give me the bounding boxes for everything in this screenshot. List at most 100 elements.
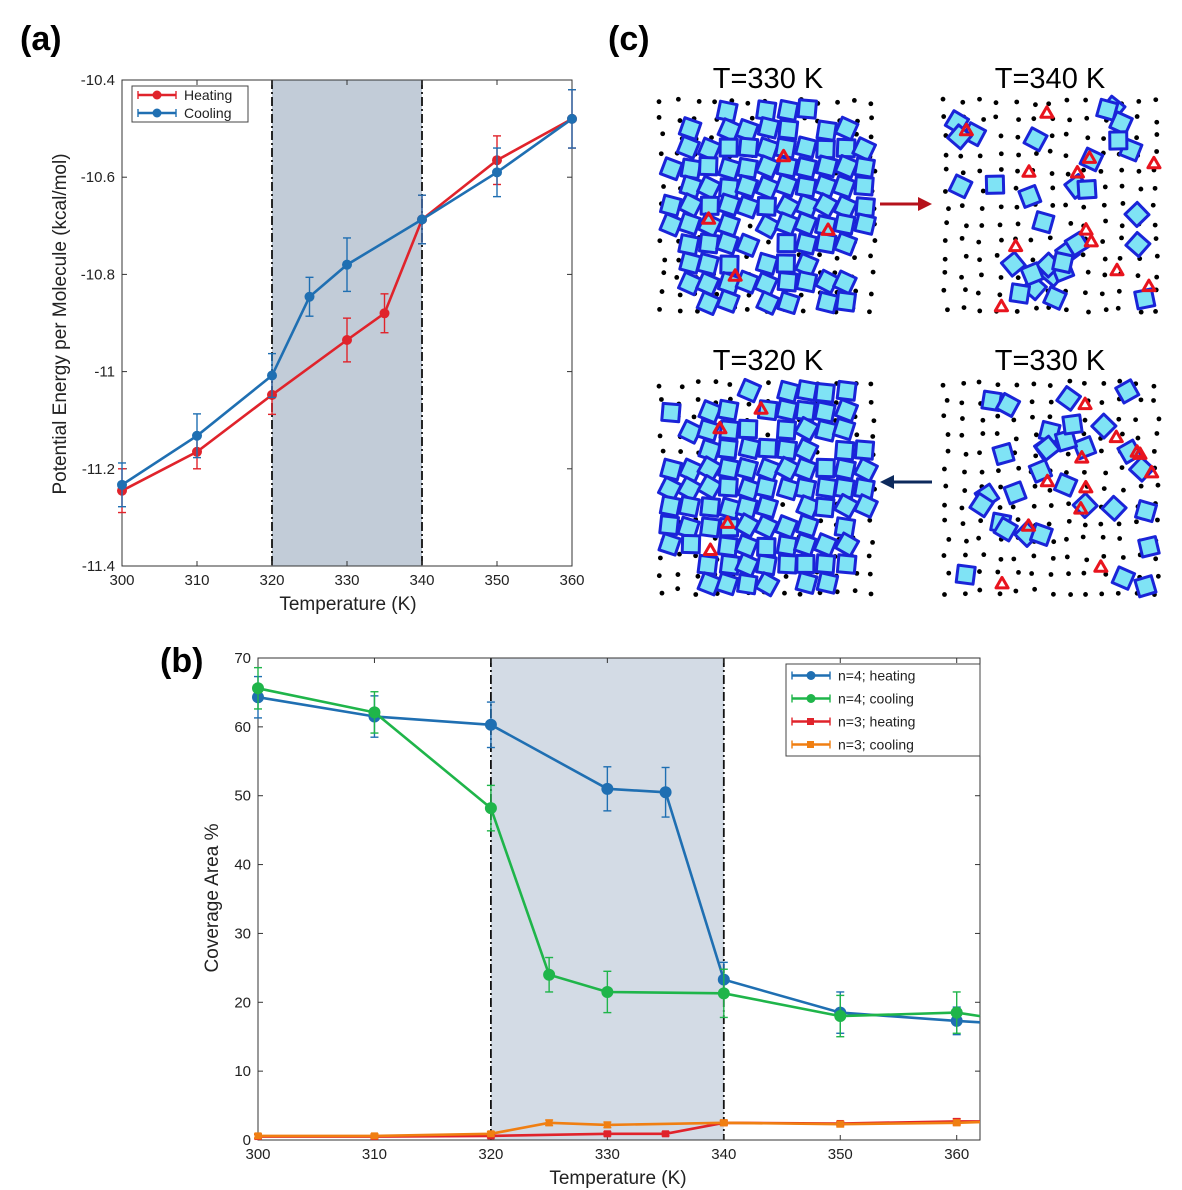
chart-a-series-1-point-1 bbox=[192, 430, 202, 441]
snapshot-3-solvent-dot bbox=[797, 591, 803, 597]
snapshot-4-solvent-dot bbox=[998, 556, 1004, 562]
chart-a-legend-box bbox=[131, 85, 249, 123]
snapshot-2-trimer bbox=[1081, 150, 1097, 164]
snapshot-2-solvent-dot bbox=[964, 223, 969, 229]
chart-a-legend-label-0: Heating bbox=[184, 87, 232, 103]
chart-b-series-3-point-4 bbox=[603, 1121, 611, 1129]
snapshot-4-solvent-dot bbox=[959, 505, 965, 511]
snapshot-2-solvent-dot bbox=[1150, 202, 1156, 208]
chart-a-series-1-point-7 bbox=[567, 113, 577, 124]
snapshot-2-solvent-dot bbox=[1136, 168, 1142, 174]
snapshot-1-solvent-dot bbox=[868, 253, 873, 259]
snapshot-3-solvent-dot bbox=[870, 539, 875, 545]
chart-b-series-1-point-0 bbox=[252, 682, 264, 695]
snapshot-2-solvent-dot bbox=[942, 269, 948, 275]
snapshot-2-solvent-dot bbox=[1015, 275, 1021, 281]
snapshot-1-tetramer bbox=[774, 211, 800, 237]
snapshot-3-tetramer bbox=[795, 553, 816, 574]
snapshot-3-solvent-dot bbox=[675, 572, 681, 577]
snapshot-4-solvent-dot bbox=[943, 483, 949, 489]
snapshot-1-solvent-dot bbox=[744, 307, 750, 312]
snapshot-3-solvent-dot bbox=[783, 574, 789, 579]
snapshot-3-solvent-dot bbox=[867, 517, 873, 523]
snapshot-2-solvent-dot bbox=[1064, 97, 1070, 103]
snapshot-3-tetramer bbox=[757, 437, 779, 459]
snapshot-4-solvent-dot bbox=[1083, 592, 1088, 597]
snapshot-4-solvent-dot bbox=[1082, 522, 1088, 528]
snapshot-4-solvent-dot bbox=[1119, 465, 1125, 470]
snapshot-4-solvent-dot bbox=[1033, 453, 1039, 459]
snapshot-4-solvent-dot bbox=[959, 432, 965, 438]
snapshot-1-tetramer bbox=[715, 231, 740, 256]
chart-b-legend-box bbox=[785, 663, 981, 757]
chart-b-ytick-label-4: 40 bbox=[234, 857, 251, 874]
snapshot-3-solvent-dot bbox=[693, 592, 699, 597]
snapshot-2-solvent-dot bbox=[1103, 218, 1108, 224]
snapshot-4-trimer bbox=[1108, 429, 1124, 444]
snapshot-3-tetramer bbox=[696, 418, 721, 443]
chart-b-legend-label-3: n=3; cooling bbox=[838, 737, 914, 753]
snapshot-1-solvent-dot bbox=[870, 269, 876, 275]
snapshot-2-trimer bbox=[1078, 222, 1094, 236]
snapshot-4-solvent-dot bbox=[1103, 470, 1109, 476]
snapshot-3-tetramer bbox=[756, 536, 777, 558]
snapshot-3-tetramer bbox=[753, 514, 780, 540]
snapshot-4-solvent-dot bbox=[1029, 571, 1035, 576]
chart-a-xtick-label-0: 300 bbox=[109, 572, 134, 589]
snapshot-3-solvent-dot bbox=[693, 553, 699, 559]
snapshot-2-solvent-dot bbox=[1103, 307, 1109, 313]
chart-b-ytick-label-5: 50 bbox=[234, 788, 251, 805]
snapshot-1-solvent-dot bbox=[660, 131, 666, 137]
snapshot-3-tetramer bbox=[794, 571, 819, 595]
snapshot-2-solvent-dot bbox=[1081, 204, 1087, 210]
snapshot-2-solvent-dot bbox=[1098, 168, 1104, 174]
snapshot-1-solvent-dot bbox=[834, 255, 840, 261]
snapshot-2-solvent-dot bbox=[1153, 97, 1159, 103]
snapshot-4-solvent-dot bbox=[1064, 536, 1069, 542]
chart-a-xtick-label-6: 360 bbox=[559, 572, 584, 589]
snapshot-2-solvent-dot bbox=[980, 188, 986, 194]
snapshot-4-solvent-dot bbox=[1154, 431, 1160, 436]
snapshot-3-tetramer bbox=[754, 571, 781, 598]
snapshot-4-solvent-dot bbox=[1048, 572, 1054, 577]
snapshot-1-tetramer bbox=[853, 212, 877, 236]
snapshot-4-solvent-dot bbox=[1031, 503, 1037, 509]
snapshot-4-solvent-dot bbox=[960, 521, 966, 527]
snapshot-3-solvent-dot bbox=[677, 551, 682, 557]
snapshot-2-solvent-dot bbox=[1134, 135, 1140, 141]
snapshot-4-solvent-dot bbox=[946, 570, 952, 576]
chart-b-series-3-point-6 bbox=[836, 1120, 844, 1128]
chart-b-series-1-point-6 bbox=[834, 1010, 847, 1023]
snapshot-3-title: T=320 K bbox=[713, 345, 824, 377]
snapshot-2-solvent-dot bbox=[1119, 167, 1125, 173]
snapshot-3-tetramer bbox=[853, 493, 879, 519]
snapshot-2-solvent-dot bbox=[1063, 202, 1069, 208]
snapshot-2-tetramer bbox=[1051, 250, 1075, 275]
snapshot-2-solvent-dot bbox=[1102, 272, 1108, 278]
snapshot-2-solvent-dot bbox=[1049, 171, 1055, 176]
snapshot-3-tetramer bbox=[812, 532, 839, 558]
chart-a-series-1-line bbox=[121, 117, 573, 486]
snapshot-4-tetramer bbox=[992, 516, 1019, 543]
snapshot-2-solvent-dot bbox=[1154, 149, 1160, 154]
snapshot-4-solvent-dot bbox=[1013, 588, 1019, 594]
snapshot-1-solvent-dot bbox=[749, 115, 755, 121]
snapshot-2-solvent-dot bbox=[1086, 309, 1091, 315]
snapshot-4-tetramer bbox=[1071, 491, 1099, 519]
snapshot-4-solvent-dot bbox=[1047, 414, 1053, 420]
snapshot-2-trimer bbox=[993, 298, 1009, 313]
snapshot-3-tetramer bbox=[833, 493, 860, 520]
snapshot-4-solvent-dot bbox=[944, 397, 950, 403]
snapshot-1-tetramer bbox=[736, 156, 759, 180]
snapshot-4-solvent-dot bbox=[1066, 571, 1071, 577]
snapshot-2-trimer bbox=[1109, 262, 1125, 277]
snapshot-4-solvent-dot bbox=[1103, 571, 1109, 577]
snapshot-2-solvent-dot bbox=[977, 96, 982, 102]
snapshot-4-solvent-dot bbox=[940, 382, 946, 388]
snapshot-3-tetramer bbox=[814, 382, 836, 404]
snapshot-2-solvent-dot bbox=[1033, 102, 1038, 108]
snapshot-3-tetramer bbox=[677, 419, 704, 445]
snapshot-2-tetramer bbox=[1123, 200, 1151, 228]
snapshot-3-tetramer bbox=[717, 476, 739, 498]
